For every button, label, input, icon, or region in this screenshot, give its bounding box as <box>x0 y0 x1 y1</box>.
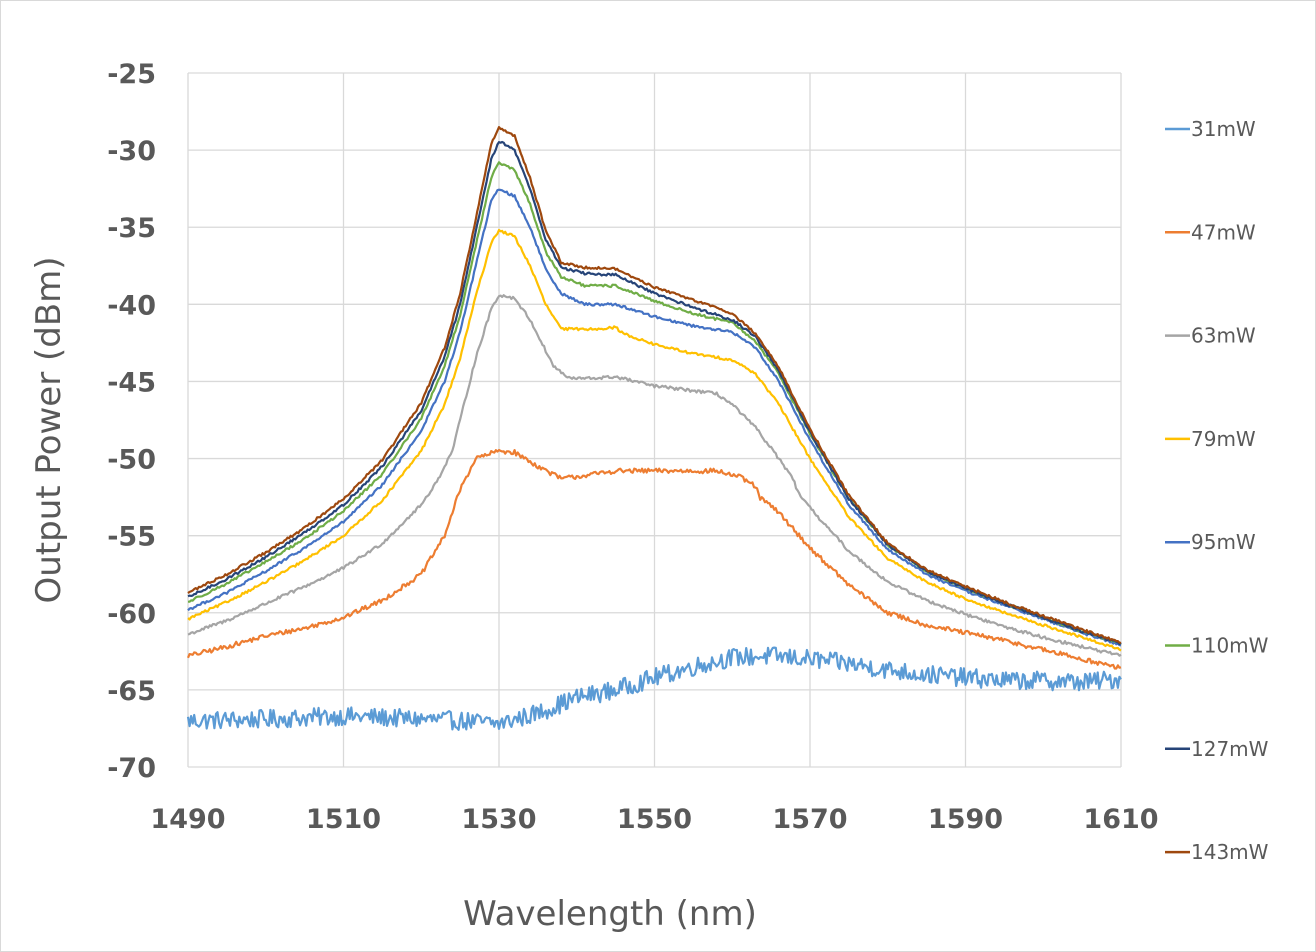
y-tick-label: -40 <box>107 290 156 321</box>
y-tick-label: -25 <box>107 59 156 90</box>
x-tick-label: 1530 <box>461 804 536 835</box>
x-tick-label: 1490 <box>150 804 225 835</box>
y-tick-label: -45 <box>107 367 156 398</box>
series-line-95mW <box>187 188 1122 647</box>
x-tick-labels: 1490 1510 1530 1550 1570 1590 1610 <box>150 804 1158 835</box>
series-line-47mW <box>186 448 1122 670</box>
y-tick-label: -55 <box>107 522 156 553</box>
y-tick-label: -65 <box>107 676 156 707</box>
gridlines <box>187 72 1122 768</box>
legend-label: 127mW <box>1191 737 1269 761</box>
x-tick-label: 1510 <box>306 804 381 835</box>
legend-label: 110mW <box>1191 634 1269 658</box>
legend-label: 79mW <box>1191 427 1256 451</box>
x-axis-title: Wavelength (nm) <box>463 894 757 934</box>
legend-label: 95mW <box>1191 530 1256 554</box>
legend-label: 63mW <box>1191 324 1256 348</box>
y-tick-label: -60 <box>107 599 156 630</box>
legend-label: 31mW <box>1191 117 1256 141</box>
y-tick-label: -70 <box>107 753 156 784</box>
legend-label: 47mW <box>1191 220 1256 244</box>
x-tick-label: 1590 <box>928 804 1003 835</box>
series-line-31mW <box>186 646 1122 731</box>
series-line-79mW <box>187 228 1122 652</box>
x-tick-label: 1610 <box>1083 804 1158 835</box>
legend-label: 143mW <box>1191 840 1269 864</box>
y-tick-label: -50 <box>107 445 156 476</box>
y-tick-label: -30 <box>107 136 156 167</box>
y-tick-labels: -25 -30 -35 -40 -45 -50 -55 -60 -65 -70 <box>107 59 156 784</box>
x-tick-label: 1550 <box>617 804 692 835</box>
legend: 31mW 47mW 63mW 79mW 95mW 110mW 127mW 143mW <box>1165 117 1269 864</box>
x-tick-label: 1570 <box>772 804 847 835</box>
series-lines <box>186 126 1122 731</box>
y-axis-title: Output Power (dBm) <box>29 256 69 603</box>
series-line-143mW <box>187 126 1122 645</box>
series-line-63mW <box>187 294 1122 657</box>
y-tick-label: -35 <box>107 213 156 244</box>
